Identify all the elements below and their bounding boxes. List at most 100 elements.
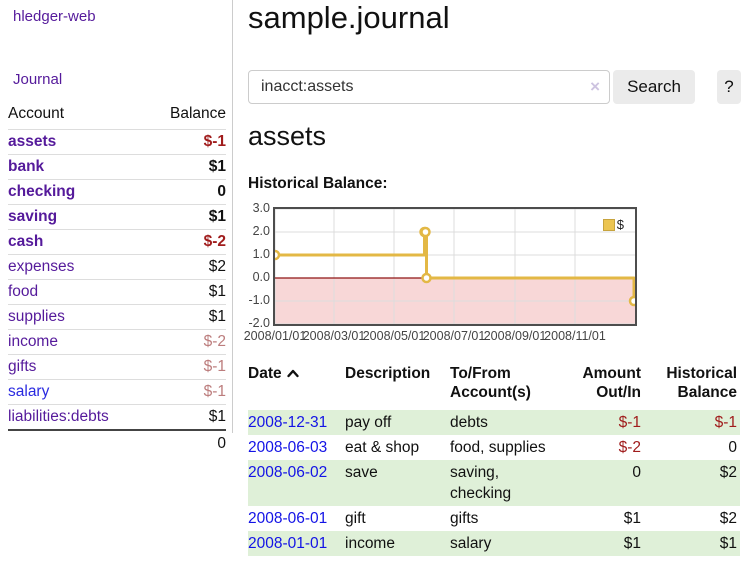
column-header-amount: Amount Out/In — [582, 365, 641, 401]
transaction-date-link[interactable]: 2008-06-01 — [248, 510, 328, 527]
account-row: bank $1 — [8, 154, 226, 180]
register-description: income — [345, 535, 395, 552]
register-amount: $-1 — [618, 414, 641, 431]
sidebar-account-income[interactable]: income — [8, 333, 58, 350]
register-amount: $1 — [623, 535, 641, 552]
register-balance: $1 — [719, 535, 737, 552]
chart-plot[interactable]: $ — [273, 207, 637, 326]
register-date-cell: 2008-12-31 — [248, 410, 345, 435]
account-balance: $-1 — [148, 129, 226, 155]
y-tick-label: 2.0 — [252, 224, 270, 238]
sidebar-account-food[interactable]: food — [8, 283, 39, 300]
y-tick-label: 0.0 — [252, 270, 270, 284]
register-accounts: salary — [450, 535, 492, 552]
accounts-header-balance: Balance — [169, 105, 226, 122]
register-balance: 0 — [728, 439, 737, 456]
account-title: assets — [248, 121, 327, 151]
sidebar-account-cash[interactable]: cash — [8, 233, 44, 250]
register-body: 2008-12-31 pay off debts $-1 $-1 2008-06-03 ea… — [248, 410, 740, 556]
y-tick-label: 3.0 — [252, 201, 270, 215]
account-row: gifts $-1 — [8, 354, 226, 380]
register-date-cell: 2008-06-03 — [248, 435, 345, 460]
account-row: food $1 — [8, 279, 226, 305]
account-balance: $-1 — [148, 354, 226, 380]
register-amount: 0 — [632, 464, 641, 481]
sort-ascending-icon — [286, 369, 299, 378]
account-row: supplies $1 — [8, 304, 226, 330]
transaction-date-link[interactable]: 2008-12-31 — [248, 414, 328, 431]
account-row: liabilities:debts $1 — [8, 404, 226, 430]
register-row: 2008-01-01 income salary $1 $1 — [248, 531, 740, 556]
column-header-date: Date — [248, 362, 345, 410]
accounts-header-row: Account Balance — [8, 100, 226, 130]
account-row: checking 0 — [8, 179, 226, 205]
register-balance: $2 — [719, 510, 737, 527]
brand-link[interactable]: hledger-web — [13, 8, 96, 25]
column-header-description: Description — [345, 365, 431, 382]
account-balance: $1 — [148, 204, 226, 230]
account-balance: $1 — [148, 304, 226, 330]
register-balance: $-1 — [714, 414, 737, 431]
sidebar-account-gifts[interactable]: gifts — [8, 358, 37, 375]
chart-plot-svg — [275, 209, 635, 324]
accounts-total-balance: 0 — [148, 429, 226, 457]
sidebar-account-saving[interactable]: saving — [8, 208, 58, 225]
register-amount: $-2 — [618, 439, 641, 456]
x-tick-label: 2008/05/01 — [362, 329, 426, 343]
register-description: gift — [345, 510, 366, 527]
account-balance: $2 — [148, 254, 226, 280]
accounts-header-account: Account — [8, 105, 65, 122]
clear-search-icon[interactable]: × — [590, 77, 600, 96]
register-date-cell: 2008-01-01 — [248, 531, 345, 556]
account-balance: 0 — [148, 179, 226, 205]
sidebar-item-journal[interactable]: Journal — [13, 71, 63, 88]
y-tick-label: 1.0 — [252, 247, 270, 261]
register-accounts: saving, checking — [450, 464, 512, 502]
sidebar-account-liabilities-debts[interactable]: liabilities:debts — [8, 408, 109, 425]
account-row: income $-2 — [8, 329, 226, 355]
sidebar-account-expenses[interactable]: expenses — [8, 258, 75, 275]
accounts-total-row: 0 — [8, 429, 226, 457]
search-input[interactable] — [248, 70, 610, 104]
register-table: Date Description To/From Account(s) Amou… — [248, 362, 740, 556]
sidebar-account-supplies[interactable]: supplies — [8, 308, 65, 325]
column-header-accounts: To/From Account(s) — [450, 365, 531, 401]
help-button[interactable]: ? — [717, 70, 741, 104]
transaction-date-link[interactable]: 2008-01-01 — [248, 535, 328, 552]
register-header: Date Description To/From Account(s) Amou… — [248, 362, 740, 410]
register-description: pay off — [345, 414, 392, 431]
sidebar-account-salary[interactable]: salary — [8, 383, 50, 400]
account-row: saving $1 — [8, 204, 226, 230]
page-title: sample.journal — [248, 0, 450, 35]
register-row: 2008-06-03 eat & shop food, supplies $-2 0 — [248, 435, 740, 460]
sidebar-account-assets[interactable]: assets — [8, 133, 57, 150]
x-tick-label: 2008/07/01 — [422, 329, 486, 343]
search-button[interactable]: Search — [613, 70, 695, 104]
sidebar-account-checking[interactable]: checking — [8, 183, 76, 200]
x-tick-label: 2008/01/01 — [243, 329, 307, 343]
register-accounts: debts — [450, 414, 488, 431]
legend-swatch-icon — [602, 218, 615, 231]
register-accounts: food, supplies — [450, 439, 546, 456]
account-balance: $1 — [148, 154, 226, 180]
chart-label: Historical Balance: — [248, 175, 388, 192]
x-tick-label: 2008/11/01 — [544, 329, 606, 343]
legend-label: $ — [616, 217, 624, 232]
transaction-date-link[interactable]: 2008-06-02 — [248, 464, 328, 481]
account-balance: $-2 — [148, 329, 226, 355]
register-amount: $1 — [623, 510, 641, 527]
sidebar-account-bank[interactable]: bank — [8, 158, 45, 175]
main-content: sample.journal × Search ? assets Histori… — [244, 0, 742, 582]
account-balance: $1 — [148, 404, 226, 430]
chart-legend: $ — [602, 217, 624, 232]
x-tick-label: 2008/09/01 — [483, 329, 547, 343]
sidebar-accounts-table: Account Balance assets $-1 bank $1 checking 0… — [8, 100, 226, 457]
register-accounts: gifts — [450, 510, 479, 527]
y-tick-label: -1.0 — [248, 293, 270, 307]
transaction-date-link[interactable]: 2008-06-03 — [248, 439, 328, 456]
sidebar-accounts-body: assets $-1 bank $1 checking 0 saving $1 cash $-2 e… — [8, 129, 226, 430]
account-balance: $-2 — [148, 229, 226, 255]
historical-balance-chart: $ 3.0 2.0 1.0 0.0 -1.0 -2.0 2008/01/01 2008/03/… — [244, 200, 642, 347]
register-row: 2008-12-31 pay off debts $-1 $-1 — [248, 410, 740, 435]
